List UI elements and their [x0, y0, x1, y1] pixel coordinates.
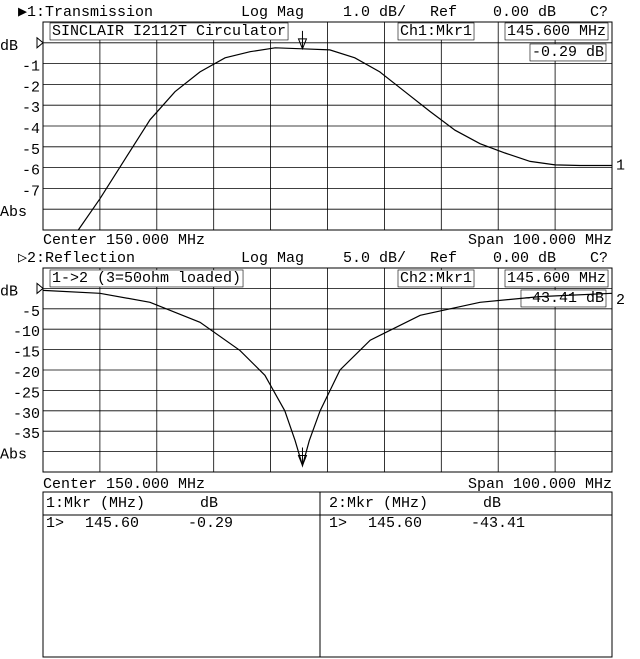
y-tick-label: -3: [22, 100, 40, 117]
annotation: SINCLAIR I2112T Circulator: [52, 23, 286, 40]
y-tick-label: -6: [22, 163, 40, 180]
header-cal: C?: [590, 250, 608, 267]
header-cal: C?: [590, 4, 608, 21]
header-ref: 0.00 dB: [493, 250, 556, 267]
table-unit: dB: [483, 495, 501, 512]
y-tick-label: -35: [13, 426, 40, 443]
trace: [77, 47, 612, 230]
table-header: 2:Mkr (MHz): [329, 495, 428, 512]
header-ref-label: Ref: [430, 4, 457, 21]
span: Span 100.000 MHz: [468, 476, 612, 493]
span: Span 100.000 MHz: [468, 232, 612, 249]
marker-frequency: 145.600 MHz: [507, 270, 606, 287]
y-tick-label: -20: [13, 365, 40, 382]
label-background: [397, 269, 475, 288]
center-frequency: Center 150.000 MHz: [43, 476, 205, 493]
marker: [297, 30, 308, 51]
annotation: 1->2 (3=50ohm loaded): [52, 270, 241, 287]
table-cell: 1>: [46, 515, 64, 532]
table-unit: dB: [200, 495, 218, 512]
table-header: 1:Mkr (MHz): [46, 495, 145, 512]
label-background: [49, 269, 244, 288]
marker-value: -0.29 dB: [532, 44, 604, 61]
y-tick-label: Abs: [0, 204, 27, 221]
table-cell: -0.29: [188, 515, 233, 532]
y-tick-label: -15: [13, 345, 40, 362]
y-tick-label: -25: [13, 385, 40, 402]
header-scale: 1.0 dB/: [343, 4, 406, 21]
y-tick-label: dB: [0, 283, 18, 300]
marker-frequency: 145.600 MHz: [507, 23, 606, 40]
y-tick-label: -5: [22, 304, 40, 321]
y-tick-label: Abs: [0, 447, 27, 464]
label-background: [397, 22, 475, 41]
center-frequency: Center 150.000 MHz: [43, 232, 205, 249]
header-ref: 0.00 dB: [493, 4, 556, 21]
reference-arrow: [36, 36, 44, 49]
header-scale: 5.0 dB/: [343, 250, 406, 267]
header-format: Log Mag: [241, 250, 304, 267]
table-cell: -43.41: [471, 515, 525, 532]
label-background: [529, 43, 607, 62]
table-cell: 145.60: [368, 515, 422, 532]
table-frame: [42, 491, 613, 658]
label-background: [49, 22, 289, 41]
marker-value: -43.41 dB: [523, 290, 604, 307]
y-tick-label: -10: [13, 324, 40, 341]
y-tick-label: -5: [22, 142, 40, 159]
trace-label: 1: [616, 157, 625, 174]
y-tick-label: -1: [22, 59, 40, 76]
header-ref-label: Ref: [430, 250, 457, 267]
header-trace: ▶1:Transmission: [18, 4, 153, 21]
reference-arrow: [36, 282, 44, 295]
y-tick-label: -2: [22, 79, 40, 96]
header-format: Log Mag: [241, 4, 304, 21]
marker: [297, 447, 308, 467]
y-tick-label: -30: [13, 406, 40, 423]
trace-label: 2: [616, 292, 625, 309]
y-tick-label: -7: [22, 183, 40, 200]
header-trace: ▷2:Reflection: [18, 250, 135, 267]
label-background: [504, 22, 609, 41]
table-cell: 145.60: [85, 515, 139, 532]
y-tick-label: dB: [0, 38, 18, 55]
marker-channel: Ch1:Mkr1: [400, 23, 472, 40]
label-background: [504, 269, 609, 288]
table-cell: 1>: [329, 515, 347, 532]
marker-channel: Ch2:Mkr1: [400, 270, 472, 287]
y-tick-label: -4: [22, 121, 40, 138]
